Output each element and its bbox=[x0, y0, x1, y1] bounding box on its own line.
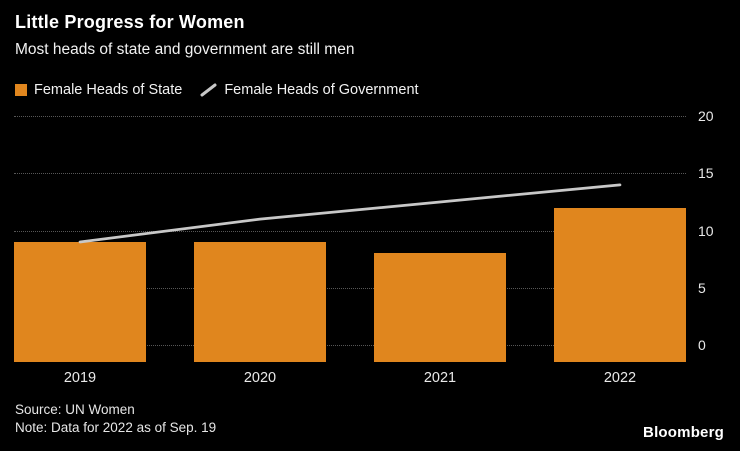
government-trend-line bbox=[14, 106, 686, 362]
x-axis-label-2021: 2021 bbox=[423, 370, 457, 386]
gridline bbox=[14, 287, 686, 289]
page-subtitle: Most heads of state and government are s… bbox=[15, 41, 355, 58]
legend-label-government: Female Heads of Government bbox=[224, 82, 419, 98]
legend-label-state: Female Heads of State bbox=[34, 82, 183, 98]
gridline bbox=[14, 173, 686, 175]
gridline bbox=[14, 230, 686, 232]
gridline bbox=[14, 116, 686, 118]
y-axis-labels: 0 5 10 15 20 bbox=[692, 106, 740, 362]
bar-2019 bbox=[14, 242, 146, 362]
bars-layer bbox=[14, 106, 686, 362]
y-axis-tick-label: 15 bbox=[698, 165, 714, 182]
y-axis-tick-label: 5 bbox=[698, 279, 706, 296]
bar-swatch-icon bbox=[15, 84, 27, 96]
y-axis-tick-label: 20 bbox=[698, 108, 714, 125]
legend: Female Heads of State Female Heads of Go… bbox=[15, 82, 419, 98]
bar-2020 bbox=[194, 242, 326, 362]
bar-2022 bbox=[553, 207, 686, 362]
x-axis-label-2020: 2020 bbox=[243, 370, 277, 386]
gridline bbox=[14, 344, 686, 346]
bar-2021 bbox=[374, 253, 506, 362]
source-text: Source: UN Women bbox=[15, 402, 135, 417]
chart-plot bbox=[14, 106, 686, 362]
x-axis-label-2022: 2022 bbox=[603, 370, 637, 386]
bloomberg-logo: Bloomberg bbox=[643, 424, 724, 441]
x-axis-labels: 2019 2020 2021 2022 bbox=[14, 370, 686, 390]
y-axis-tick-label: 10 bbox=[698, 222, 714, 239]
x-axis-label-2019: 2019 bbox=[63, 370, 97, 386]
note-text: Note: Data for 2022 as of Sep. 19 bbox=[15, 420, 217, 435]
line-swatch-icon bbox=[200, 83, 217, 97]
y-axis-tick-label: 0 bbox=[698, 336, 706, 353]
page-title: Little Progress for Women bbox=[15, 12, 245, 32]
